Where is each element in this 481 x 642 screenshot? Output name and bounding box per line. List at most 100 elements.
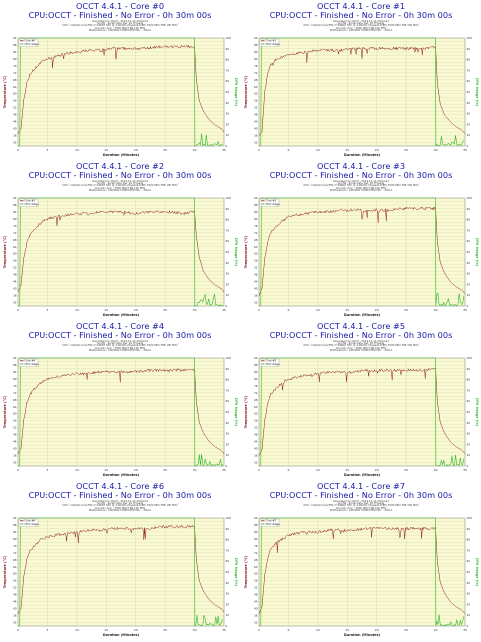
x-tick-label: 10 — [75, 468, 79, 472]
x-tick-label: 35 — [463, 468, 467, 472]
x-tick-label: 10 — [75, 308, 79, 312]
x-tick-label: 10 — [316, 628, 320, 632]
y2-tick-label: 30 — [467, 272, 471, 276]
meta-line-4: Motherboard : ASUSTeK COMPUTER INC. - X9… — [329, 509, 393, 513]
y2-tick-label: 10 — [467, 613, 471, 617]
x-tick-label: 20 — [134, 468, 138, 472]
y2-tick-label: 70 — [467, 388, 471, 392]
chart-panel-5: OCCT 4.4.1 - Core #5 CPU:OCCT - Finished … — [241, 320, 481, 480]
series-line-1 — [259, 357, 465, 467]
x-tick-label: 5 — [287, 148, 289, 152]
y-tick-label: 72 — [254, 391, 258, 395]
x-tick-label: 35 — [222, 628, 226, 632]
x-tick-label: 0 — [258, 308, 260, 312]
x-tick-label: 20 — [375, 468, 379, 472]
y-tick-label: 72 — [254, 551, 258, 555]
x-tick-label: 35 — [463, 148, 467, 152]
chart-panel-7: OCCT 4.4.1 - Core #7 CPU:OCCT - Finished … — [241, 480, 481, 640]
y-tick-label: 64 — [254, 565, 258, 569]
meta-line-3: Current clock : 3500 MHz FSB 100 MHz — [94, 26, 146, 30]
y2-tick-label: 70 — [467, 228, 471, 232]
chart-title: OCCT 4.4.1 - Core #3 — [316, 161, 406, 171]
chart-plot: 32 36 40 44 48 52 56 60 64 68 72 76 80 84 88 92 0 5 10 15 20… — [3, 196, 238, 317]
y-tick-label: 72 — [254, 231, 258, 235]
y2-tick-label: 40 — [226, 581, 230, 585]
y2-tick-label: 10 — [226, 293, 230, 297]
y-tick-label: 60 — [13, 572, 17, 576]
x-tick-label: 25 — [404, 308, 408, 312]
y2-tick-label: 50 — [467, 250, 471, 254]
y2-tick-label: 30 — [226, 272, 230, 276]
meta-line-3: Current clock : 3500 MHz FSB 100 MHz — [94, 186, 146, 190]
legend-entry: CPU Usage — [266, 522, 281, 526]
y-tick-label: 76 — [13, 384, 17, 388]
meta-line-3: Current clock : 3500 MHz FSB 100 MHz — [335, 346, 387, 350]
y2-tick-label: 10 — [226, 453, 230, 457]
y-tick-label: 72 — [13, 391, 17, 395]
meta-line-2: CPU : Intel(R) Core(TM) i7-5960X CPU @ 3… — [62, 344, 178, 348]
y2-tick-label: 40 — [467, 261, 471, 265]
x-tick-label: 25 — [404, 628, 408, 632]
x-tick-label: 30 — [193, 308, 197, 312]
x-tick-label: 0 — [17, 628, 19, 632]
meta-line-2: CPU : Intel(R) Core(TM) i7-5960X CPU @ 3… — [303, 504, 419, 508]
y-tick-label: 84 — [254, 210, 258, 214]
legend-box — [18, 358, 39, 367]
chart-subtitle: CPU:OCCT - Finished - No Error - 0h 30m … — [269, 170, 453, 180]
y-tick-label: 48 — [13, 593, 17, 597]
y-axis-label: Temperature (°C) — [3, 395, 7, 428]
legend-entry: Core #1 — [266, 39, 277, 43]
y2-tick-label: 20 — [467, 602, 471, 606]
y-tick-label: 56 — [13, 99, 17, 103]
meta-line-2: CPU : Intel(R) Core(TM) i7-5960X CPU @ 3… — [303, 184, 419, 188]
y-tick-label: 64 — [13, 85, 17, 89]
y-tick-label: 80 — [254, 537, 258, 541]
y-tick-label: 72 — [13, 231, 17, 235]
y-tick-label: 84 — [254, 370, 258, 374]
chart-subtitle: CPU:OCCT - Finished - No Error - 0h 30m … — [269, 330, 453, 340]
x-tick-label: 15 — [345, 628, 349, 632]
y2-tick-label: 90 — [467, 207, 471, 211]
legend-entry: CPU Usage — [266, 202, 281, 206]
x-axis-label: Duration (Minutes) — [344, 153, 381, 157]
y2-tick-label: 40 — [467, 101, 471, 105]
x-tick-label: 35 — [222, 148, 226, 152]
y-tick-label: 52 — [13, 106, 17, 110]
legend-box — [259, 38, 280, 47]
chart-panel-1: OCCT 4.4.1 - Core #1 CPU:OCCT - Finished … — [241, 0, 481, 160]
chart-subtitle: CPU:OCCT - Finished - No Error - 0h 30m … — [269, 10, 453, 20]
legend-entry: Core #6 — [25, 519, 36, 523]
y2-tick-label: 90 — [226, 367, 230, 371]
y-tick-label: 36 — [254, 454, 258, 458]
y2-tick-label: 70 — [226, 228, 230, 232]
y-tick-label: 60 — [254, 412, 258, 416]
series-line-0 — [258, 526, 466, 614]
y2-tick-label: 30 — [226, 592, 230, 596]
x-tick-label: 35 — [222, 468, 226, 472]
x-tick-label: 15 — [345, 148, 349, 152]
y2-tick-label: 0 — [226, 304, 228, 308]
y2-tick-label: 40 — [226, 101, 230, 105]
y2-tick-label: 70 — [467, 548, 471, 552]
legend-entry: CPU Usage — [266, 42, 281, 46]
y2-tick-label: 30 — [226, 112, 230, 116]
x-tick-label: 5 — [287, 628, 289, 632]
x-tick-label: 20 — [375, 628, 379, 632]
x-tick-label: 5 — [46, 468, 48, 472]
y-tick-label: 60 — [254, 92, 258, 96]
y2-tick-label: 60 — [226, 559, 230, 563]
y2-tick-label: 60 — [467, 239, 471, 243]
x-tick-label: 25 — [163, 308, 167, 312]
y-tick-label: 32 — [254, 621, 258, 625]
y-tick-label: 60 — [13, 412, 17, 416]
y2-tick-label: 10 — [226, 133, 230, 137]
y-tick-label: 80 — [254, 377, 258, 381]
x-tick-label: 15 — [345, 308, 349, 312]
y-tick-label: 48 — [254, 593, 258, 597]
legend-entry: Core #7 — [266, 519, 277, 523]
y2-tick-label: 90 — [226, 527, 230, 531]
y-tick-label: 92 — [254, 196, 258, 200]
x-tick-label: 35 — [463, 308, 467, 312]
